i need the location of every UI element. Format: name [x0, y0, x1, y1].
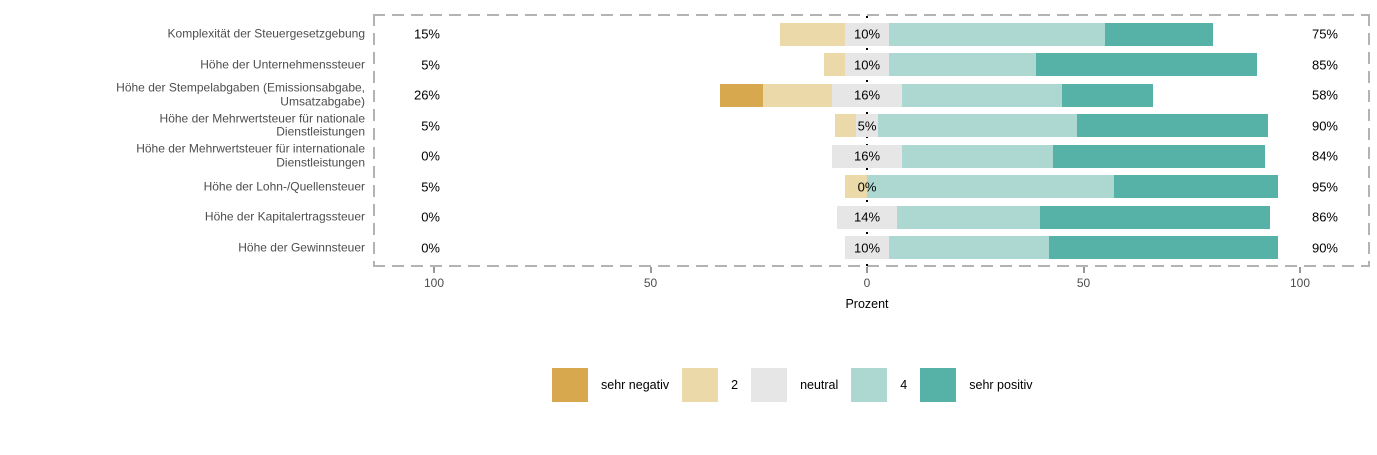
- x-tick-label: 100: [423, 276, 445, 290]
- x-tick: [433, 267, 435, 273]
- bar-segment-neutral: [845, 53, 889, 76]
- bar-segment-4: [877, 114, 1077, 137]
- bar-segment-2: [823, 53, 846, 76]
- bar-segment-neutral: [845, 22, 889, 46]
- category-label: Höhe der Kapitalertragssteuer: [204, 209, 365, 224]
- bar-segment-4: [901, 144, 1054, 168]
- bar-segment-neutral: [845, 236, 889, 259]
- bar-segment-sehr-positiv: [1105, 22, 1214, 46]
- legend-label: 4: [900, 378, 908, 392]
- positive-total-label: 84%: [1311, 148, 1338, 164]
- x-axis-title: Prozent: [845, 297, 889, 311]
- x-tick-label: 50: [1076, 276, 1091, 290]
- legend-swatch-sehr-positiv: [920, 368, 957, 402]
- legend-swatch-2: [682, 368, 719, 402]
- positive-total-label: 85%: [1311, 57, 1338, 72]
- x-tick-label: 50: [643, 276, 658, 290]
- bar-segment-sehr-positiv: [1048, 236, 1279, 259]
- neutral-label: 14%: [853, 209, 881, 225]
- bar-segment-neutral: [832, 144, 902, 168]
- negative-total-label: 5%: [421, 179, 440, 194]
- category-label: Höhe der Lohn-/Quellensteuer: [203, 178, 365, 193]
- neutral-label: 16%: [853, 87, 881, 103]
- legend-label: 2: [731, 378, 739, 392]
- bar-segment-4: [888, 53, 1036, 76]
- negative-total-label: 26%: [413, 87, 440, 103]
- neutral-label: 16%: [853, 148, 881, 164]
- neutral-label: 5%: [857, 118, 877, 133]
- category-label: Höhe der Mehrwertsteuer für internationa…: [136, 141, 365, 169]
- bar-segment-sehr-positiv: [1035, 53, 1257, 76]
- legend-label: sehr positiv: [969, 378, 1033, 392]
- bar-segment-sehr-positiv: [1053, 144, 1266, 168]
- positive-total-label: 58%: [1311, 87, 1338, 103]
- x-tick: [1299, 267, 1301, 273]
- bar-segment-neutral: [836, 205, 898, 229]
- bar-segment-2: [834, 114, 857, 137]
- neutral-label: 10%: [853, 57, 881, 72]
- negative-total-label: 0%: [421, 209, 440, 225]
- x-tick: [649, 267, 652, 273]
- legend-swatch-4: [851, 368, 888, 402]
- bar-segment-sehr-negativ: [719, 83, 764, 107]
- x-tick: [1082, 267, 1085, 273]
- x-tick-label: 0: [863, 276, 871, 290]
- zero-baseline: [866, 16, 868, 272]
- negative-total-label: 15%: [413, 26, 440, 42]
- positive-total-label: 90%: [1311, 118, 1338, 133]
- bar-segment-4: [888, 22, 1106, 46]
- positive-total-label: 95%: [1311, 179, 1338, 194]
- bar-segment-sehr-positiv: [1113, 175, 1279, 198]
- category-label: Höhe der Stempelabgaben (Emissionsabgabe…: [116, 80, 365, 108]
- bar-segment-sehr-positiv: [1061, 83, 1153, 107]
- negative-total-label: 5%: [421, 57, 440, 72]
- category-label: Höhe der Gewinnsteuer: [238, 239, 365, 254]
- neutral-label: 10%: [853, 240, 881, 255]
- neutral-label: 0%: [857, 179, 877, 194]
- neutral-label: 10%: [853, 26, 881, 42]
- positive-total-label: 90%: [1311, 240, 1338, 255]
- bar-segment-sehr-positiv: [1040, 205, 1270, 229]
- category-label: Komplexität der Steuergesetzgebung: [167, 26, 365, 41]
- positive-total-label: 86%: [1311, 209, 1338, 225]
- legend: sehr negativ 2 neutral 4 sehr positiv: [552, 368, 1032, 402]
- bar-segment-4: [888, 236, 1049, 259]
- positive-total-label: 75%: [1311, 26, 1338, 42]
- plot-panel: [373, 14, 1370, 267]
- bar-segment-4: [867, 175, 1114, 198]
- bar-segment-2: [845, 175, 867, 198]
- x-tick-label: 100: [1289, 276, 1311, 290]
- legend-swatch-neutral: [751, 368, 788, 402]
- negative-total-label: 0%: [421, 148, 440, 164]
- bar-segment-sehr-positiv: [1077, 114, 1268, 137]
- bar-segment-neutral: [832, 83, 902, 107]
- category-label: Höhe der Mehrwertsteuer für nationale Di…: [159, 111, 365, 139]
- bar-segment-2: [780, 22, 846, 46]
- bar-segment-neutral: [856, 114, 878, 137]
- legend-label: sehr negativ: [601, 378, 670, 392]
- category-label: Höhe der Unternehmenssteuer: [200, 56, 365, 71]
- legend-label: neutral: [800, 378, 839, 392]
- bar-segment-4: [901, 83, 1062, 107]
- negative-total-label: 5%: [421, 118, 440, 133]
- legend-swatch-sehr-negativ: [552, 368, 588, 402]
- negative-total-label: 0%: [421, 240, 440, 255]
- bar-segment-4: [897, 205, 1041, 229]
- bar-segment-2: [763, 83, 833, 107]
